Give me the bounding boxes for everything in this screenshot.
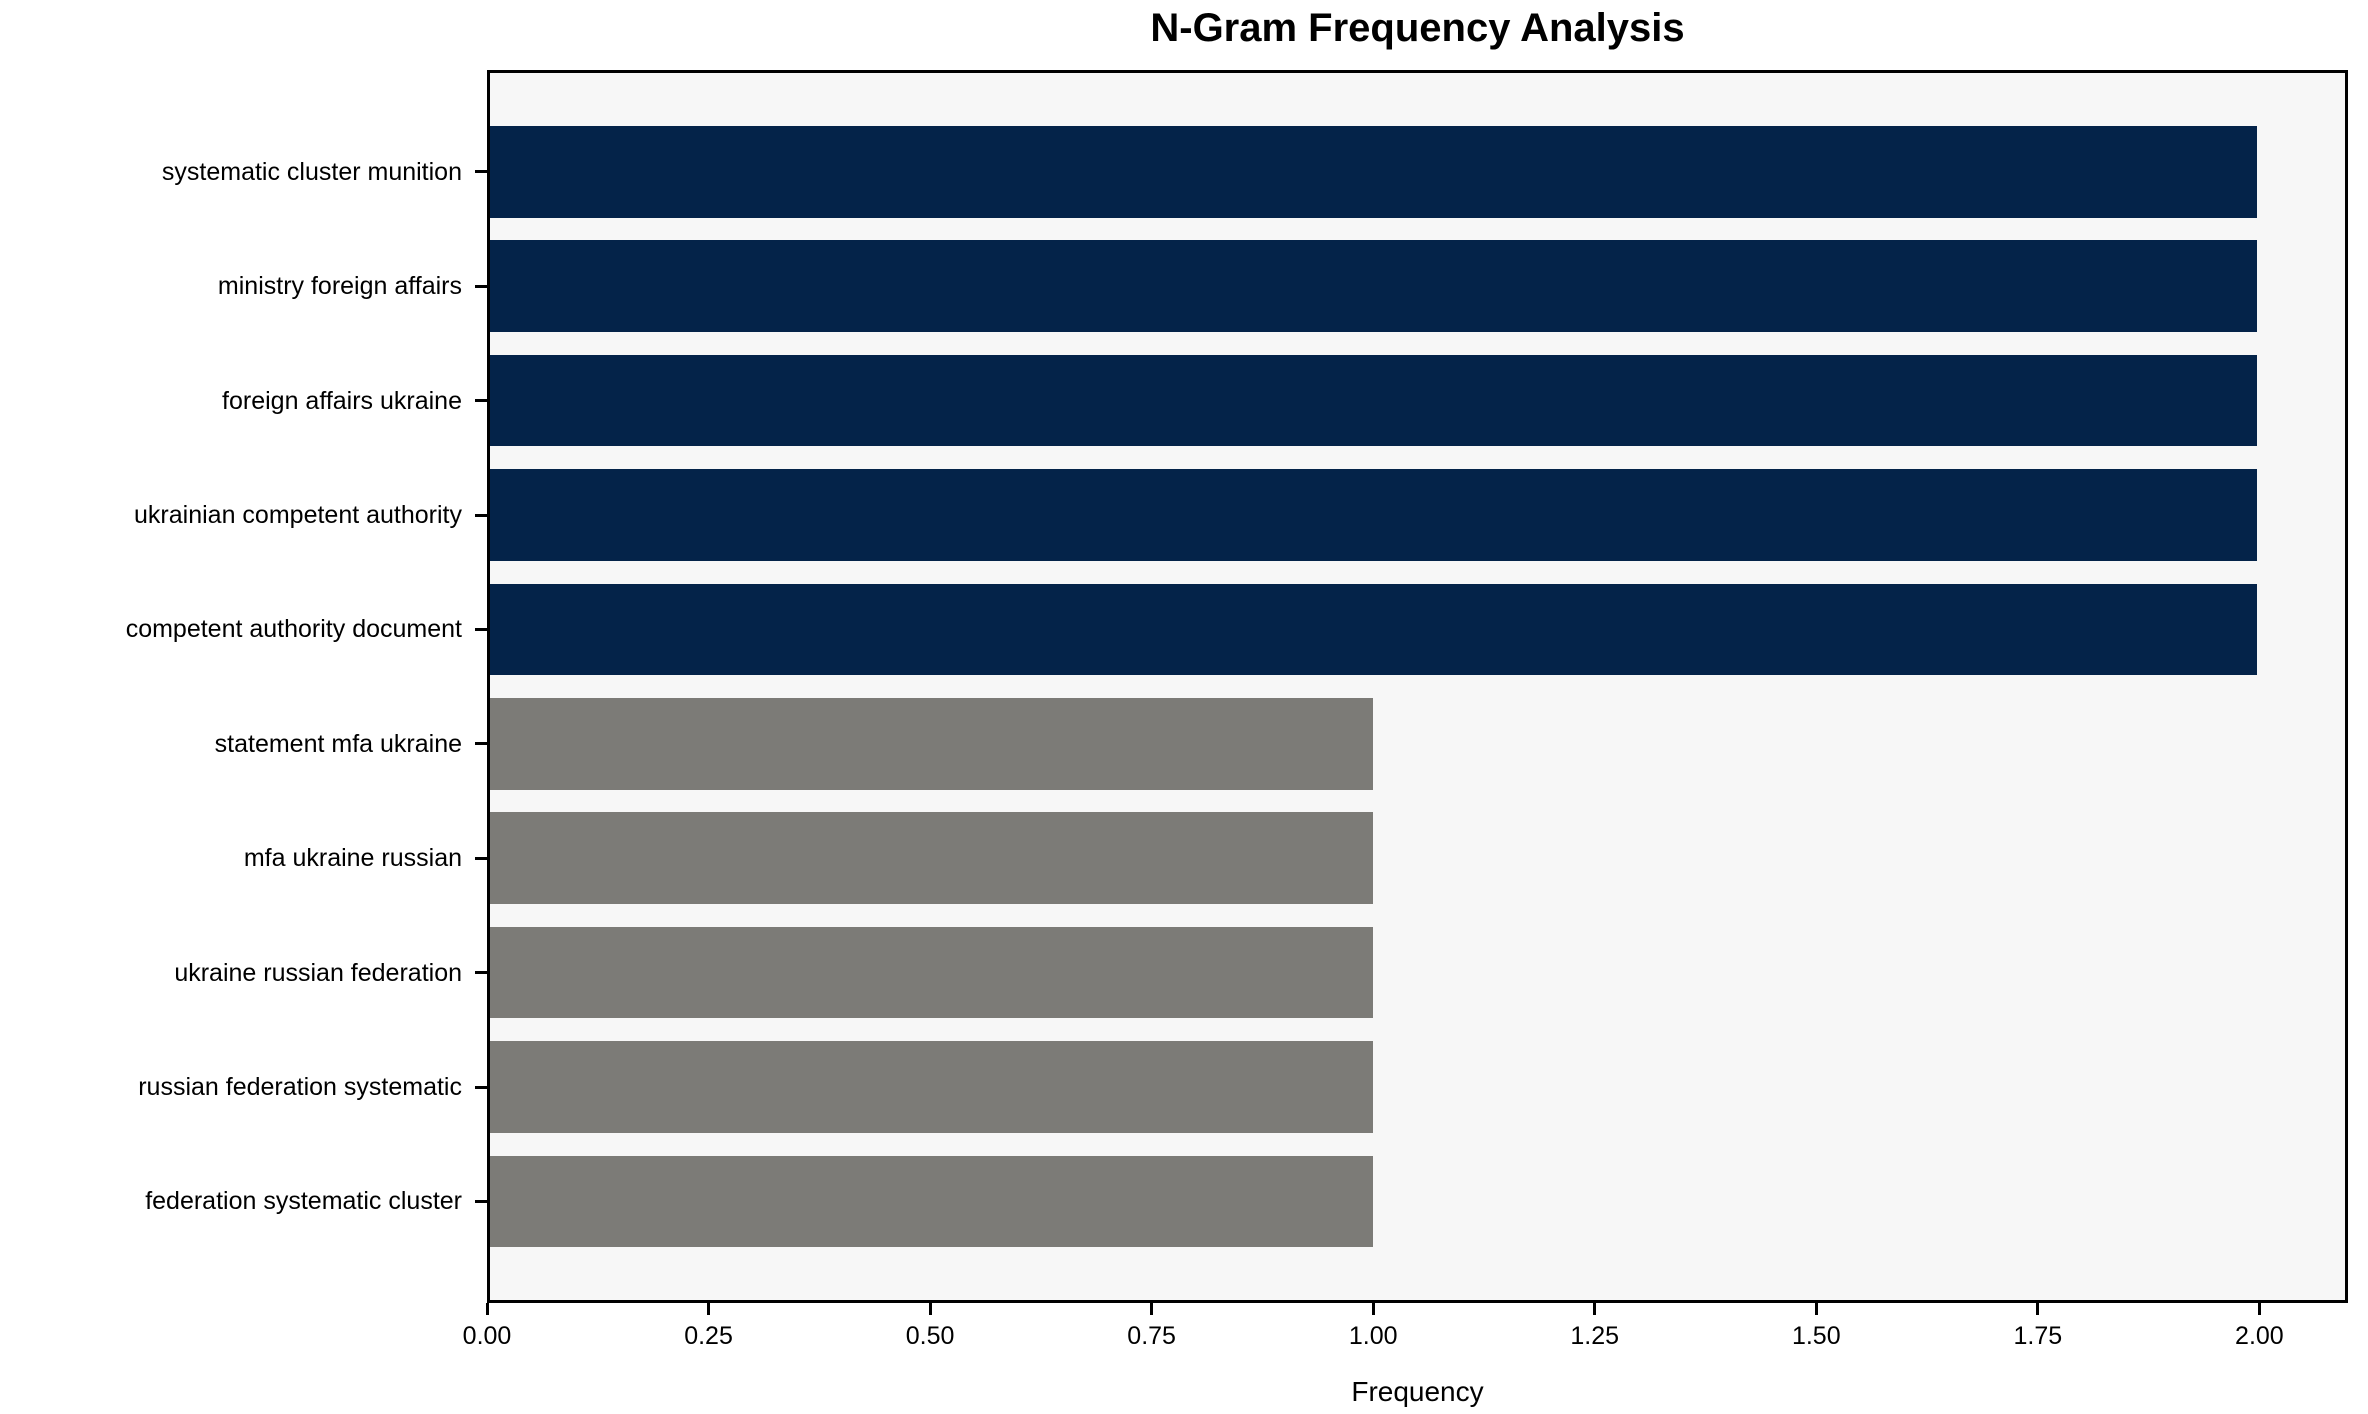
frequency-bar: [490, 1155, 1374, 1248]
y-tick-mark: [475, 971, 487, 975]
y-tick-mark: [475, 627, 487, 631]
x-tick-mark: [2036, 1303, 2040, 1315]
frequency-bar: [490, 812, 1374, 904]
x-axis-title: Frequency: [1351, 1376, 1484, 1407]
frequency-bar: [490, 240, 2257, 332]
x-tick-mark: [707, 1303, 711, 1315]
x-tick-label: 1.00: [1348, 1322, 1398, 1350]
y-tick-mark: [475, 284, 487, 288]
x-tick-mark: [1150, 1303, 1154, 1315]
y-tick-mark: [475, 399, 487, 403]
x-tick-label: 1.75: [2013, 1322, 2063, 1350]
category-label: russian federation systematic: [138, 1073, 462, 1101]
x-tick-mark: [485, 1303, 489, 1315]
y-tick-mark: [475, 513, 487, 517]
frequency-bar: [490, 926, 1374, 1019]
x-tick-label: 0.75: [1127, 1322, 1176, 1350]
frequency-bar: [490, 583, 2257, 676]
frequency-bar: [490, 469, 2257, 561]
x-tick-mark: [1593, 1303, 1597, 1315]
x-tick-mark: [1814, 1303, 1818, 1315]
category-label: systematic cluster munition: [161, 157, 462, 186]
plot-area: [487, 70, 2348, 1303]
x-tick-label: 1.25: [1570, 1322, 1620, 1350]
x-tick-mark: [2257, 1303, 2261, 1315]
category-label: ukraine russian federation: [174, 958, 462, 987]
y-tick-mark: [475, 170, 487, 174]
y-tick-mark: [475, 856, 487, 860]
category-label: mfa ukraine russian: [243, 844, 462, 873]
category-label: foreign affairs ukraine: [222, 386, 462, 415]
category-label: federation systematic cluster: [145, 1187, 462, 1216]
chart-title: N-Gram Frequency Analysis: [1150, 6, 1685, 50]
x-tick-label: 0.00: [462, 1322, 512, 1350]
frequency-bar: [490, 126, 2257, 218]
x-tick-label: 0.50: [905, 1322, 955, 1350]
frequency-bar: [490, 698, 1374, 790]
x-tick-label: 0.25: [684, 1322, 733, 1350]
frequency-bar: [490, 1041, 1374, 1133]
y-tick-mark: [475, 1199, 487, 1203]
x-tick-label: 1.50: [1791, 1322, 1841, 1350]
category-label: ministry foreign affairs: [217, 272, 462, 301]
y-tick-mark: [475, 1085, 487, 1089]
y-tick-mark: [475, 742, 487, 746]
category-label: statement mfa ukraine: [214, 729, 462, 758]
category-label: competent authority document: [125, 615, 462, 644]
frequency-bar: [490, 354, 2257, 447]
x-tick-mark: [928, 1303, 932, 1315]
x-tick-mark: [1371, 1303, 1375, 1315]
x-tick-label: 2.00: [2235, 1322, 2284, 1350]
category-label: ukrainian competent authority: [134, 501, 462, 529]
